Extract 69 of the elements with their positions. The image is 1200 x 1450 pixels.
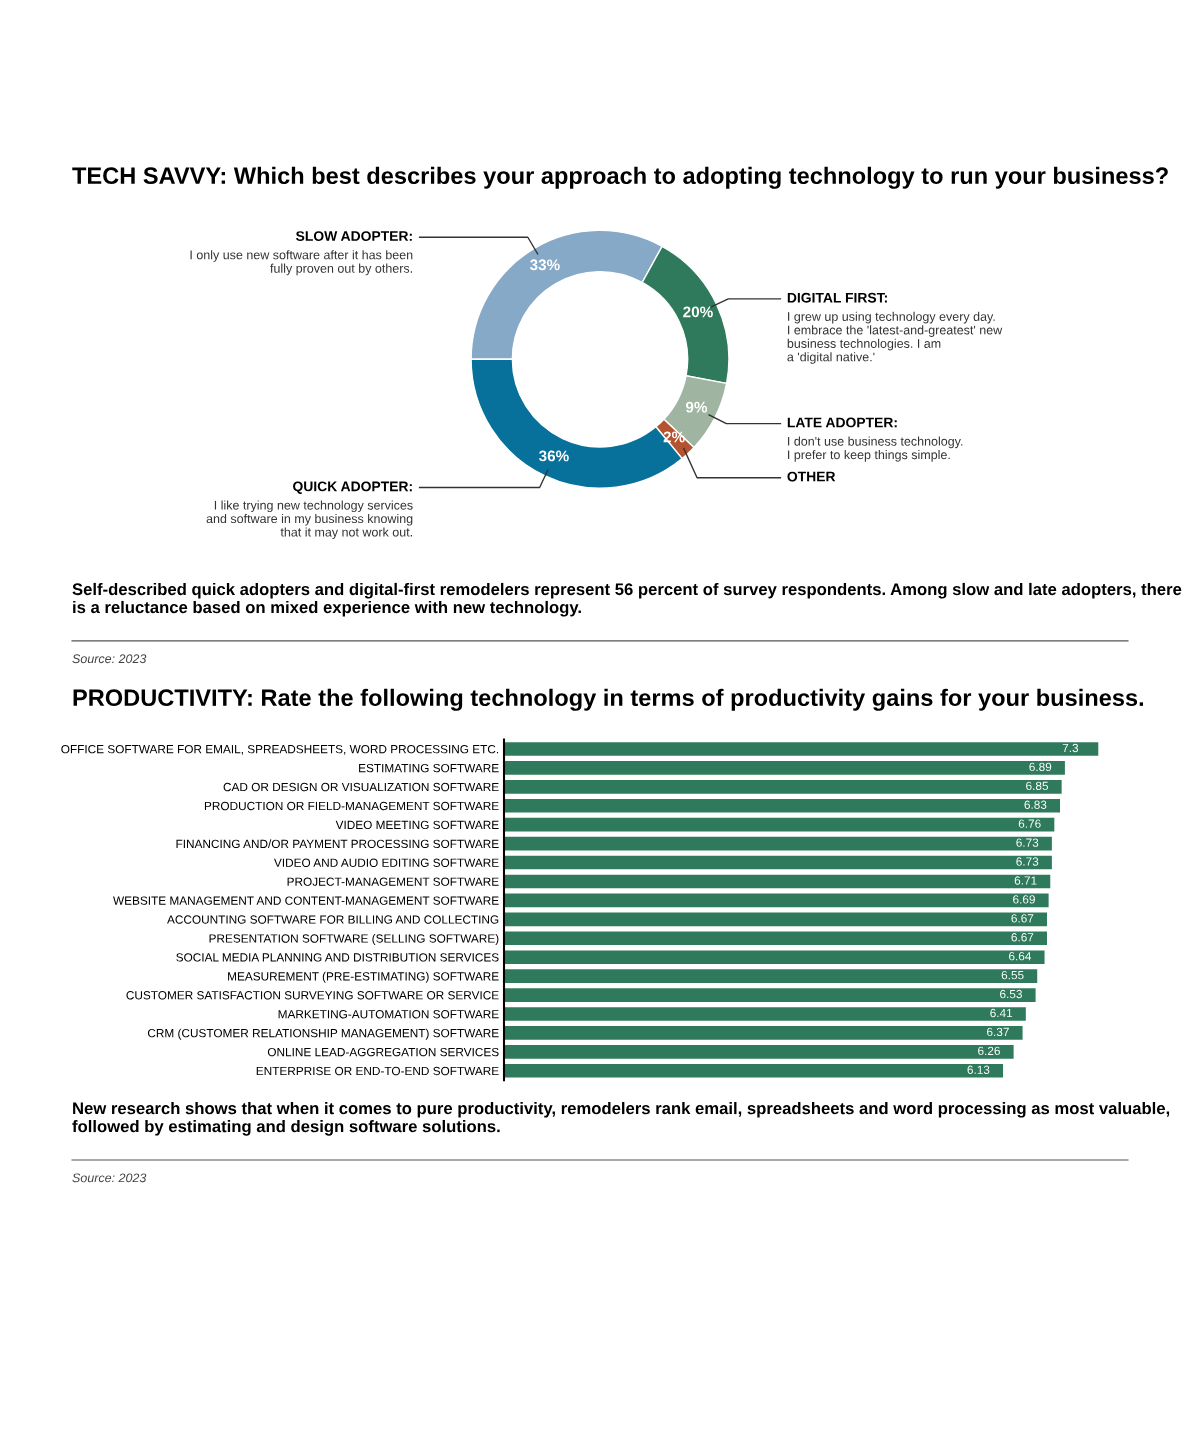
data-label: 9% <box>685 401 708 413</box>
source-note: Source: 2023 <box>72 654 147 664</box>
bar <box>504 798 1061 813</box>
data-label: 6.41 <box>990 1008 1013 1018</box>
y-tick-label: VIDEO MEETING SOFTWARE <box>335 820 499 830</box>
y-tick-label: CUSTOMER SATISFACTION SURVEYING SOFTWARE OR SERVICE <box>126 991 499 1000</box>
slice-label: OTHER <box>787 471 836 482</box>
y-tick-label: ACCOUNTING SOFTWARE FOR BILLING AND COLLECTING <box>167 915 499 924</box>
data-label: 6.67 <box>1011 914 1034 923</box>
bar <box>504 1045 1014 1059</box>
chart-title: PRODUCTIVITY: Rate the following technology in terms of productivity gains for your business. <box>73 688 1144 711</box>
data-label: 6.67 <box>1011 933 1034 942</box>
data-label: 6.13 <box>967 1065 990 1074</box>
bar <box>504 931 1047 946</box>
bar <box>504 1063 1004 1078</box>
data-label: 6.64 <box>1009 952 1032 961</box>
data-label: 6.53 <box>1000 989 1022 999</box>
bar <box>504 742 1099 756</box>
bar <box>504 836 1052 851</box>
bar <box>504 817 1055 832</box>
slice-label: DIGITAL FIRST: I grew up using technology every day. I embrace the 'latest-and-greatest' new business technologies. I am a 'digital native.' <box>787 292 1003 364</box>
bar <box>504 969 1038 983</box>
y-tick-label: PRESENTATION SOFTWARE (SELLING SOFTWARE) <box>209 933 499 945</box>
y-tick-label: PROJECT-MANAGEMENT SOFTWARE <box>287 877 499 886</box>
slice-label: SLOW ADOPTER: I only use new software after it has been fully proven out by others. <box>190 231 413 276</box>
data-label: 6.83 <box>1024 800 1047 809</box>
source-note: Source: 2023 <box>72 1173 147 1183</box>
data-label: 6.37 <box>987 1027 1009 1037</box>
bar <box>504 893 1049 908</box>
y-tick-label: ESTIMATING SOFTWARE <box>359 763 499 773</box>
y-tick-label: CRM (CUSTOMER RELATIONSHIP MANAGEMENT) SOFTWARE <box>147 1028 499 1040</box>
y-tick-label: PRODUCTION OR FIELD-MANAGEMENT SOFTWARE <box>204 801 499 811</box>
data-label: 20% <box>683 306 713 318</box>
y-tick-label: ENTERPRISE OR END-TO-END SOFTWARE <box>256 1066 499 1076</box>
data-label: 6.85 <box>1026 781 1049 790</box>
y-tick-label: VIDEO AND AUDIO EDITING SOFTWARE <box>273 858 499 867</box>
data-label: 7.3 <box>1062 743 1079 753</box>
y-tick-label: ONLINE LEAD-AGGREGATION SERVICES <box>267 1047 499 1057</box>
y-tick-label: MARKETING-AUTOMATION SOFTWARE <box>278 1010 499 1019</box>
bar <box>504 1026 1023 1040</box>
data-label: 6.73 <box>1016 857 1039 866</box>
data-label: 6.26 <box>978 1046 1000 1056</box>
data-label: 6.89 <box>1029 762 1052 772</box>
bar <box>504 761 1065 775</box>
y-tick-label: SOCIAL MEDIA PLANNING AND DISTRIBUTION SERVICES <box>176 953 499 962</box>
data-label: 6.69 <box>1013 895 1035 904</box>
data-label: 6.55 <box>1001 970 1024 980</box>
slice-label: LATE ADOPTER: I don't use business technology. I prefer to keep things simple. <box>787 417 963 462</box>
bar <box>504 1007 1026 1021</box>
chart-title: TECH SAVVY: Which best describes your approach to adopting technology to run your business? <box>72 166 1168 189</box>
bar <box>504 874 1051 889</box>
y-tick-label: FINANCING AND/OR PAYMENT PROCESSING SOFTWARE <box>176 839 499 849</box>
slice-label: QUICK ADOPTER: I like trying new technology services and software in my business knowing that it may not work out. <box>206 481 413 540</box>
data-label: 36% <box>538 450 569 462</box>
bar <box>504 780 1062 794</box>
data-label: 6.71 <box>1014 876 1037 885</box>
y-tick-label: MEASUREMENT (PRE-ESTIMATING) SOFTWARE <box>228 971 499 983</box>
y-tick-label: WEBSITE MANAGEMENT AND CONTENT-MANAGEMENT SOFTWARE <box>113 896 499 905</box>
data-label: 33% <box>529 259 560 271</box>
text: Self-described quick adopters and digital-first remodelers represent 56 percent of survey respondents. Among slow and late adopters, there is a reluctance based on mixed experience with new technology. <box>72 582 1182 617</box>
data-label: 6.73 <box>1016 838 1039 847</box>
bar <box>504 950 1045 965</box>
y-tick-label: OFFICE SOFTWARE FOR EMAIL, SPREADSHEETS, WORD PROCESSING ETC. <box>61 745 499 755</box>
y-tick-label: CAD OR DESIGN OR VISUALIZATION SOFTWARE <box>223 782 499 792</box>
bar <box>504 912 1047 927</box>
text: New research shows that when it comes to pure productivity, remodelers rank email, spreadsheets and word processing as most valuable, followed by estimating and design software solutions. <box>72 1102 1170 1136</box>
bar <box>504 855 1052 870</box>
bar <box>504 988 1036 1002</box>
data-label: 6.76 <box>1018 819 1041 828</box>
